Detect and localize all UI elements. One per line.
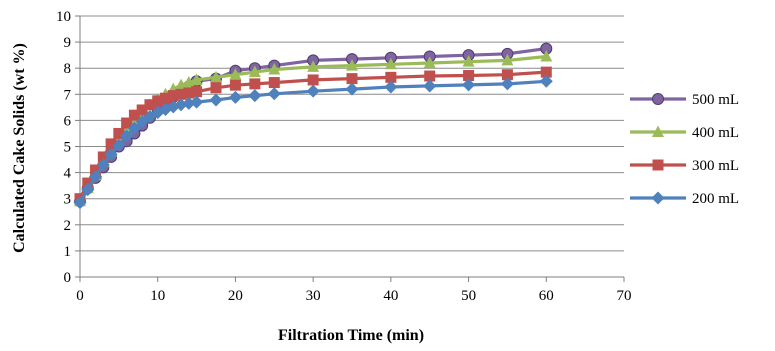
y-tick-label: 10 bbox=[56, 9, 71, 25]
data-point bbox=[501, 53, 514, 66]
data-point bbox=[540, 49, 553, 62]
y-tick-label: 7 bbox=[64, 87, 72, 103]
data-point bbox=[540, 66, 552, 78]
y-tick-label: 2 bbox=[64, 218, 72, 234]
data-point bbox=[120, 129, 134, 143]
legend-label: 400 mL bbox=[692, 125, 739, 141]
legend-marker bbox=[652, 159, 664, 171]
y-axis-title: Calculated Cake Solids (wt %) bbox=[11, 43, 28, 253]
data-point bbox=[229, 79, 241, 91]
data-point bbox=[229, 68, 242, 80]
data-point bbox=[210, 70, 222, 83]
legend-marker bbox=[652, 93, 664, 105]
data-point bbox=[104, 147, 118, 161]
data-point bbox=[500, 77, 514, 91]
data-point bbox=[463, 70, 475, 82]
data-point bbox=[307, 60, 320, 72]
data-point bbox=[190, 73, 203, 85]
data-point bbox=[248, 65, 261, 78]
y-tick-label: 3 bbox=[64, 192, 72, 208]
data-point bbox=[249, 78, 261, 90]
legend: 500 mL 400 mL 300 mL 200 mL bbox=[630, 92, 739, 207]
data-point bbox=[210, 82, 222, 94]
data-point bbox=[144, 99, 156, 111]
data-point bbox=[136, 104, 148, 116]
data-point bbox=[113, 127, 125, 139]
legend-marker bbox=[652, 125, 664, 137]
data-point bbox=[159, 92, 171, 104]
series-group bbox=[73, 42, 553, 210]
data-point bbox=[385, 71, 397, 83]
y-tick-label: 6 bbox=[64, 113, 72, 129]
x-tick-label: 0 bbox=[76, 288, 84, 304]
data-point bbox=[346, 73, 358, 85]
y-tick-label: 0 bbox=[64, 270, 72, 286]
data-point bbox=[423, 79, 437, 93]
legend-marker bbox=[651, 191, 665, 205]
data-point bbox=[345, 82, 359, 96]
x-tick-label: 40 bbox=[383, 288, 398, 304]
data-point bbox=[307, 74, 319, 86]
y-tick-label: 4 bbox=[64, 166, 72, 182]
data-point bbox=[128, 109, 140, 121]
data-point bbox=[268, 63, 281, 75]
legend-item: 200 mL bbox=[630, 191, 739, 207]
data-point bbox=[248, 89, 262, 103]
x-tick-label: 60 bbox=[539, 288, 554, 304]
x-tick-label: 30 bbox=[306, 288, 321, 304]
data-point bbox=[346, 59, 358, 71]
x-tick-label: 70 bbox=[617, 288, 632, 304]
data-point bbox=[89, 170, 103, 184]
data-point bbox=[424, 70, 436, 82]
data-point bbox=[267, 87, 281, 101]
legend-item: 400 mL bbox=[630, 125, 739, 141]
data-point bbox=[96, 158, 110, 172]
data-point bbox=[384, 57, 397, 70]
data-point bbox=[152, 95, 164, 107]
y-tick-label: 1 bbox=[64, 244, 72, 260]
data-point bbox=[191, 86, 203, 98]
data-point bbox=[228, 90, 242, 104]
x-axis-title: Filtration Time (min) bbox=[278, 327, 424, 344]
data-point bbox=[97, 151, 109, 163]
data-point bbox=[462, 55, 475, 67]
data-point bbox=[112, 138, 126, 152]
legend-item: 500 mL bbox=[630, 92, 739, 108]
x-tick-label: 20 bbox=[228, 288, 243, 304]
legend-label: 500 mL bbox=[692, 92, 739, 108]
legend-item: 300 mL bbox=[630, 158, 739, 174]
data-point bbox=[384, 80, 398, 94]
data-point bbox=[81, 183, 95, 197]
series-200-ml bbox=[73, 74, 553, 210]
x-tick-labels: 0 10 20 30 40 50 60 70 bbox=[76, 288, 631, 304]
data-point bbox=[501, 69, 513, 81]
legend-label: 300 mL bbox=[692, 158, 739, 174]
data-point bbox=[190, 95, 204, 109]
data-point bbox=[82, 177, 94, 189]
data-point bbox=[167, 90, 179, 102]
legend-label: 200 mL bbox=[692, 191, 739, 207]
x-tick-label: 50 bbox=[461, 288, 476, 304]
x-tick-label: 10 bbox=[150, 288, 165, 304]
y-tick-label: 9 bbox=[64, 35, 72, 51]
y-tick-label: 8 bbox=[64, 61, 72, 77]
data-point bbox=[209, 93, 223, 107]
data-point bbox=[423, 56, 436, 68]
data-point bbox=[268, 77, 280, 89]
data-point bbox=[127, 121, 141, 135]
y-tick-labels: 0 1 2 3 4 5 6 7 8 9 10 bbox=[56, 9, 72, 286]
data-point bbox=[105, 138, 117, 150]
data-point bbox=[121, 117, 133, 129]
y-tick-label: 5 bbox=[64, 140, 72, 156]
data-point bbox=[90, 164, 102, 176]
data-point bbox=[306, 84, 320, 98]
data-point bbox=[175, 88, 187, 100]
data-point bbox=[462, 78, 476, 92]
data-point bbox=[539, 74, 553, 88]
data-point bbox=[73, 196, 87, 210]
data-point bbox=[183, 87, 195, 99]
